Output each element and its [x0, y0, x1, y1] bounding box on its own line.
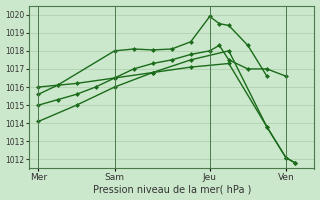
X-axis label: Pression niveau de la mer( hPa ): Pression niveau de la mer( hPa ): [92, 184, 251, 194]
